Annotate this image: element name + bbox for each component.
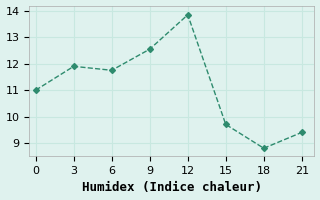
X-axis label: Humidex (Indice chaleur): Humidex (Indice chaleur) — [82, 181, 262, 194]
